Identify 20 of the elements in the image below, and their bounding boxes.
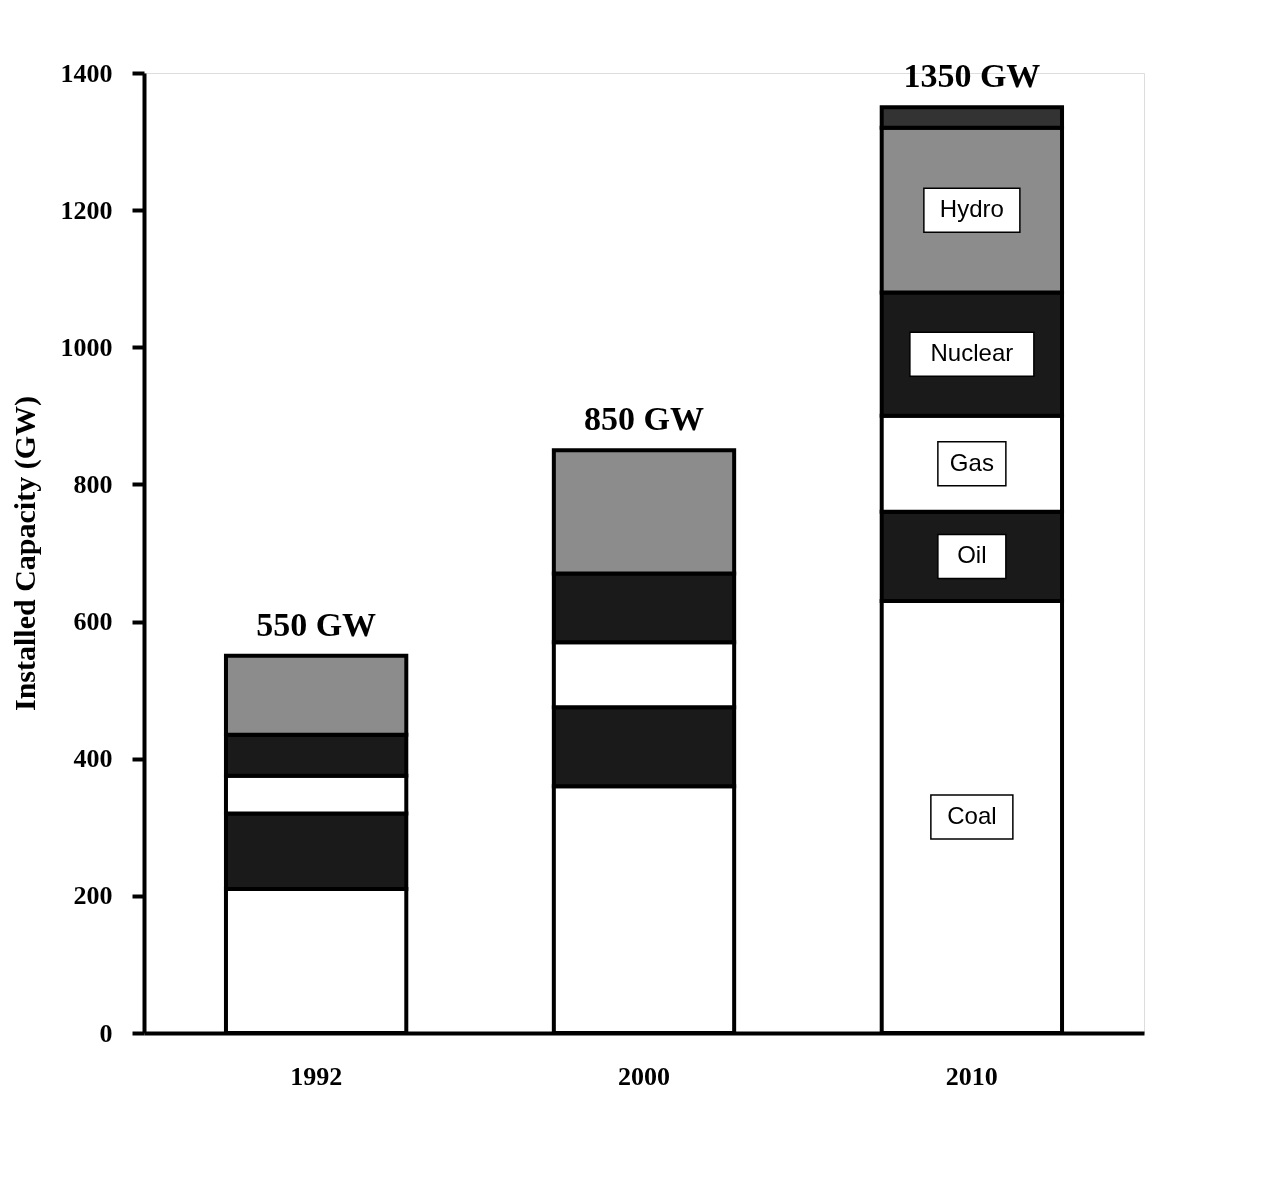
series-label: Hydro bbox=[939, 195, 1004, 223]
series-label: Oil bbox=[957, 541, 987, 569]
series-label: Nuclear bbox=[930, 339, 1014, 367]
total-label: 550 GW bbox=[256, 605, 377, 643]
y-tick-label: 0 bbox=[99, 1018, 113, 1048]
y-tick-label: 1200 bbox=[60, 195, 113, 225]
x-tick-label: 2010 bbox=[945, 1061, 998, 1091]
total-label: 1350 GW bbox=[903, 57, 1041, 95]
y-tick-label: 1000 bbox=[60, 332, 113, 362]
y-tick-label: 1400 bbox=[60, 58, 113, 88]
series-label: Gas bbox=[949, 448, 994, 476]
y-tick-label: 800 bbox=[73, 469, 113, 499]
y-tick-label: 400 bbox=[73, 744, 113, 774]
total-label: 850 GW bbox=[584, 400, 704, 438]
y-tick-label: 600 bbox=[73, 607, 113, 637]
x-tick-label: 1992 bbox=[290, 1061, 343, 1091]
series-label: Coal bbox=[947, 802, 997, 829]
y-tick-label: 200 bbox=[73, 881, 113, 911]
y-axis-title: Installed Capacity (GW) bbox=[7, 396, 42, 711]
x-tick-label: 2000 bbox=[618, 1061, 670, 1091]
